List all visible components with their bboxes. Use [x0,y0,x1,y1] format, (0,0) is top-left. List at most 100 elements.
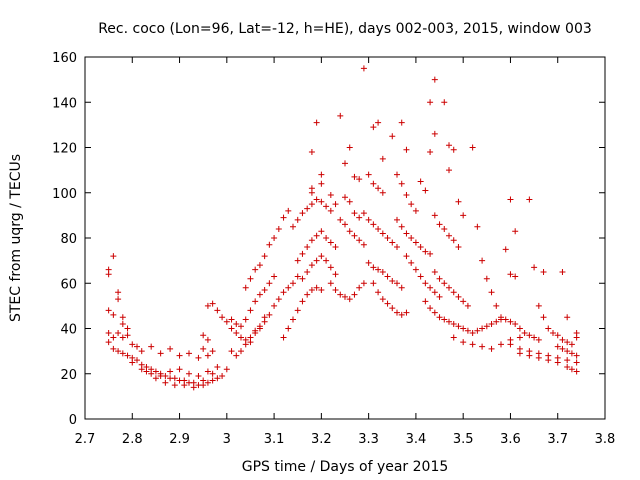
data-point [408,235,415,241]
data-point [308,149,315,156]
data-point [431,289,438,296]
data-point [370,280,377,287]
data-point [327,264,334,271]
data-point [214,307,221,314]
data-point [417,178,424,185]
data-point [271,235,278,241]
data-point [441,316,448,323]
data-point [256,323,263,330]
data-point [152,375,159,382]
data-point [573,368,580,375]
data-point [129,359,136,366]
data-point [455,198,462,205]
data-point [238,323,244,330]
data-point [110,334,117,341]
data-point [294,307,301,314]
data-point [247,334,254,341]
data-point [323,235,330,241]
data-point [299,275,306,282]
data-point [479,343,486,350]
data-point [507,341,514,348]
data-point [498,314,504,321]
data-point [474,327,481,334]
data-point [318,228,325,235]
data-point [327,239,334,246]
data-point [422,298,429,305]
data-point [204,368,211,375]
data-point [318,253,325,260]
data-point [394,280,400,287]
data-point [483,323,490,330]
data-point [464,327,471,334]
data-point [394,216,400,223]
data-point [554,343,561,350]
y-tick-label: 160 [52,51,77,66]
data-point [332,244,339,251]
data-point [375,289,382,296]
data-point [493,318,500,325]
data-point [441,280,448,287]
data-point [115,330,122,337]
data-point [308,237,315,244]
data-point [105,271,112,278]
data-point [356,284,363,291]
data-point [516,325,523,332]
x-tick-label: 2.9 [169,432,190,447]
data-point [171,382,178,389]
data-point [488,345,495,352]
data-point [450,334,457,341]
y-tick-label: 140 [52,96,77,111]
data-point [455,244,462,251]
data-point [403,253,410,260]
x-tick-label: 3 [223,432,231,447]
data-point [186,370,192,377]
data-point [342,221,348,228]
data-point [398,223,405,230]
data-point [228,348,235,355]
data-point [294,257,301,264]
data-point [450,146,457,153]
data-point [299,210,306,217]
data-point [412,239,419,246]
data-point [540,314,547,321]
data-point [304,268,311,275]
x-tick-label: 3.2 [311,432,332,447]
data-point [219,373,226,380]
data-point [384,235,391,241]
data-point [427,149,434,156]
data-point [398,284,405,291]
data-point [308,189,315,196]
data-point [417,244,424,251]
data-point [318,180,325,187]
data-point [550,330,556,337]
data-point [124,325,131,332]
data-point [351,232,358,239]
data-point [342,160,348,167]
data-point [105,307,112,314]
data-point [568,341,575,348]
data-point [379,230,386,237]
data-point [327,280,334,287]
data-point [138,348,145,355]
data-point [469,144,476,151]
data-point [280,214,287,221]
data-point [214,375,221,382]
data-point [564,339,571,346]
data-point [564,357,571,364]
data-point [516,350,523,357]
data-point [308,287,315,294]
data-point [195,354,202,361]
data-point [346,228,353,235]
data-point [568,350,575,357]
data-point [375,266,382,273]
data-point [313,196,320,203]
y-tick-label: 80 [60,232,77,247]
data-point [422,248,429,255]
data-point [266,311,273,318]
data-point [351,291,358,298]
data-point [119,320,126,327]
data-point [516,334,523,341]
data-point [214,363,221,370]
data-point [469,330,476,337]
data-point [431,76,438,83]
